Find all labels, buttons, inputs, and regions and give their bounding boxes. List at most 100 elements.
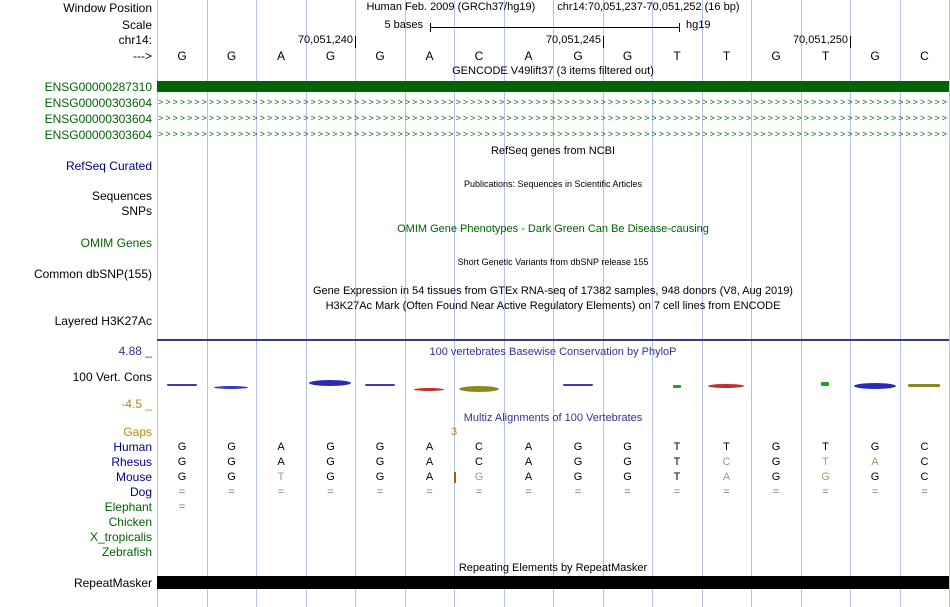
multiz-cell: = — [376, 486, 384, 498]
gene-label-ensg00000303604-2[interactable]: ENSG00000303604 — [44, 112, 152, 126]
gene-label-ensg00000287310[interactable]: ENSG00000287310 — [44, 80, 152, 94]
multiz-cell: A — [425, 441, 434, 453]
multiz-cell: A — [524, 456, 533, 468]
multiz-cell: G — [177, 441, 187, 453]
multiz-species-mouse[interactable]: Mouse — [115, 470, 152, 484]
track-label-repeatmasker[interactable]: RepeatMasker — [73, 576, 152, 590]
multiz-species-human[interactable]: Human — [113, 440, 152, 454]
insertion-marker — [454, 472, 456, 483]
scale-value: 5 bases — [384, 19, 423, 31]
coordinate-label: 70,051,240 — [297, 34, 353, 46]
phylop-mark — [309, 380, 352, 386]
track-label-common-dbsnp[interactable]: Common dbSNP(155) — [33, 267, 152, 281]
seq-base: A — [524, 49, 533, 63]
multiz-cell: = — [426, 486, 433, 498]
track-label-100-vert-cons[interactable]: 100 Vert. Cons — [72, 370, 152, 384]
multiz-cell: G — [870, 441, 880, 453]
gencode-track-title[interactable]: GENCODE V49lift37 (3 items filtered out) — [452, 65, 654, 77]
publications-track-title[interactable]: Publications: Sequences in Scientific Ar… — [463, 179, 643, 189]
h3k27ac-baseline — [157, 339, 949, 341]
assembly-name: hg19 — [686, 19, 711, 31]
track-label-omim-genes[interactable]: OMIM Genes — [80, 236, 152, 250]
h3k27ac-track-title[interactable]: H3K27Ac Mark (Often Found Near Active Re… — [325, 300, 781, 312]
seq-base: C — [474, 49, 484, 63]
base-guideline — [602, 0, 604, 607]
gtex-track-title[interactable]: Gene Expression in 54 tissues from GTEx … — [313, 285, 793, 297]
gene-label-ensg00000303604-3[interactable]: ENSG00000303604 — [44, 128, 152, 142]
multiz-species-x-tropicalis[interactable]: X_tropicalis — [89, 530, 152, 544]
multiz-cell: T — [822, 441, 829, 453]
refseq-track-title[interactable]: RefSeq genes from NCBI — [490, 145, 616, 157]
multiz-cell: = — [574, 486, 582, 498]
seq-base: G — [622, 49, 633, 63]
multiz-cell: C — [920, 441, 929, 453]
seq-base: G — [177, 49, 187, 63]
position-range: chr14:70,051,237-70,051,252 (16 bp) — [557, 1, 740, 13]
multiz-cell: A — [722, 471, 731, 483]
phylop-mark — [821, 382, 830, 386]
multiz-species-rhesus[interactable]: Rhesus — [111, 455, 152, 469]
base-guideline — [652, 0, 653, 607]
base-guideline — [503, 0, 505, 607]
multiz-cell: G — [573, 441, 583, 453]
base-guideline — [305, 0, 307, 607]
repeatmasker-track-title[interactable]: Repeating Elements by RepeatMasker — [458, 562, 648, 574]
multiz-cell: G — [771, 441, 781, 453]
track-label-layered-h3k27ac[interactable]: Layered H3K27Ac — [54, 314, 152, 328]
multiz-cell: G — [177, 456, 187, 468]
base-guideline — [454, 0, 455, 607]
repeatmasker-bar[interactable] — [157, 576, 949, 589]
multiz-cell: = — [772, 486, 780, 498]
phylop-mark — [672, 384, 681, 388]
multiz-track-title[interactable]: Multiz Alignments of 100 Vertebrates — [463, 412, 643, 424]
multiz-species-chicken[interactable]: Chicken — [108, 515, 152, 529]
seq-base: T — [673, 49, 681, 63]
base-guideline — [404, 0, 406, 607]
track-label-sequences[interactable]: Sequences — [91, 189, 152, 203]
multiz-cell: T — [673, 471, 681, 483]
base-guideline — [751, 0, 752, 607]
coordinate-label: 70,051,245 — [545, 34, 601, 46]
chrom-label: chr14: — [118, 33, 152, 47]
multiz-species-elephant[interactable]: Elephant — [104, 500, 152, 514]
multiz-species-zebrafish[interactable]: Zebrafish — [101, 545, 152, 559]
phylop-mark — [414, 387, 445, 391]
multiz-cell: A — [425, 456, 434, 468]
track-label-refseq-curated[interactable]: RefSeq Curated — [65, 159, 152, 173]
strand-label: ---> — [133, 49, 152, 63]
phylop-mark — [908, 383, 941, 387]
coordinate-tick — [603, 36, 604, 48]
phylop-track-title[interactable]: 100 vertebrates Basewise Conservation by… — [429, 346, 677, 358]
base-guideline — [553, 0, 554, 607]
gene-exon-bar[interactable] — [157, 81, 949, 92]
multiz-cell: G — [573, 471, 583, 483]
phylop-mark — [708, 384, 745, 388]
multiz-cell: T — [822, 456, 829, 468]
gene-intron-arrows[interactable]: >>>>>>>>>>>>>>>>>>>>>>>>>>>>>>>>>>>>>>>>… — [158, 129, 948, 139]
multiz-cell: = — [624, 486, 631, 498]
seq-base: G — [375, 49, 385, 63]
gene-intron-arrows[interactable]: >>>>>>>>>>>>>>>>>>>>>>>>>>>>>>>>>>>>>>>>… — [158, 97, 948, 107]
base-guideline — [157, 0, 158, 607]
track-label-snps[interactable]: SNPs — [121, 204, 152, 218]
multiz-species-dog[interactable]: Dog — [129, 485, 152, 499]
scale-label: Scale — [121, 18, 152, 32]
multiz-cell: = — [228, 486, 235, 498]
multiz-cell: G — [326, 471, 335, 483]
multiz-cell: G — [623, 456, 632, 468]
coordinate-label: 70,051,250 — [792, 34, 848, 46]
multiz-cell: T — [277, 471, 285, 483]
dbsnp-track-title[interactable]: Short Genetic Variants from dbSNP releas… — [457, 257, 649, 267]
gene-intron-arrows[interactable]: >>>>>>>>>>>>>>>>>>>>>>>>>>>>>>>>>>>>>>>>… — [158, 113, 948, 123]
multiz-cell: A — [524, 441, 533, 453]
seq-base: G — [870, 49, 880, 63]
base-guideline — [355, 0, 356, 607]
omim-track-title[interactable]: OMIM Gene Phenotypes - Dark Green Can Be… — [397, 223, 709, 235]
seq-base: T — [722, 49, 731, 63]
gene-label-ensg00000303604-1[interactable]: ENSG00000303604 — [44, 96, 152, 110]
multiz-cell: G — [573, 456, 583, 468]
multiz-cell: = — [723, 486, 730, 498]
base-guideline — [899, 0, 901, 607]
multiz-cell: A — [277, 441, 285, 453]
multiz-cell: T — [723, 441, 730, 453]
